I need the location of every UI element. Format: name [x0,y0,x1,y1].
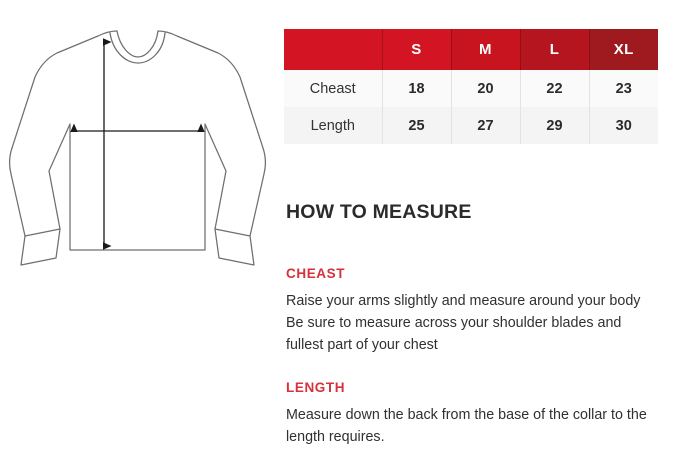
measure-heading-cheast: CHEAST [286,266,346,281]
measure-body-length: Measure down the back from the base of t… [286,407,647,445]
length-value-xl: 30 [615,117,632,134]
length-value-s: 25 [382,107,452,144]
sweatshirt-outline [9,30,266,266]
cheast-value-m: 20 [451,70,521,107]
table-row-cheast: Cheast 18 20 22 23 [284,70,658,107]
table-row-length: Length 25 27 29 30 [284,107,658,144]
column-header-s: S [382,29,452,70]
how-to-measure-title: HOW TO MEASURE [286,201,472,223]
measure-section-length: LENGTH Measure down the back from the ba… [286,380,658,448]
size-info-column: S M L XL Cheast 18 20 22 23 Length 25 27 [284,0,680,469]
table-header-row: S M L XL [284,29,658,70]
measure-body-cheast: Raise your arms slightly and measure aro… [286,293,641,353]
sweatshirt-illustration [0,0,284,469]
length-value-m: 27 [451,107,521,144]
measure-heading-length: LENGTH [286,380,346,395]
column-header-xl: XL [589,29,658,70]
size-chart-table: S M L XL Cheast 18 20 22 23 Length 25 27 [284,29,658,144]
row-label-cheast: Cheast [284,70,383,107]
cheast-value-s: 18 [382,70,452,107]
table-corner-cell [284,29,383,70]
column-header-l: L [520,29,590,70]
measure-section-cheast: CHEAST Raise your arms slightly and meas… [286,266,658,356]
cheast-value-l: 22 [520,70,590,107]
column-header-m: M [451,29,521,70]
row-label-length: Length [284,107,383,144]
cheast-value-xl: 23 [615,80,632,97]
length-value-l: 29 [520,107,590,144]
